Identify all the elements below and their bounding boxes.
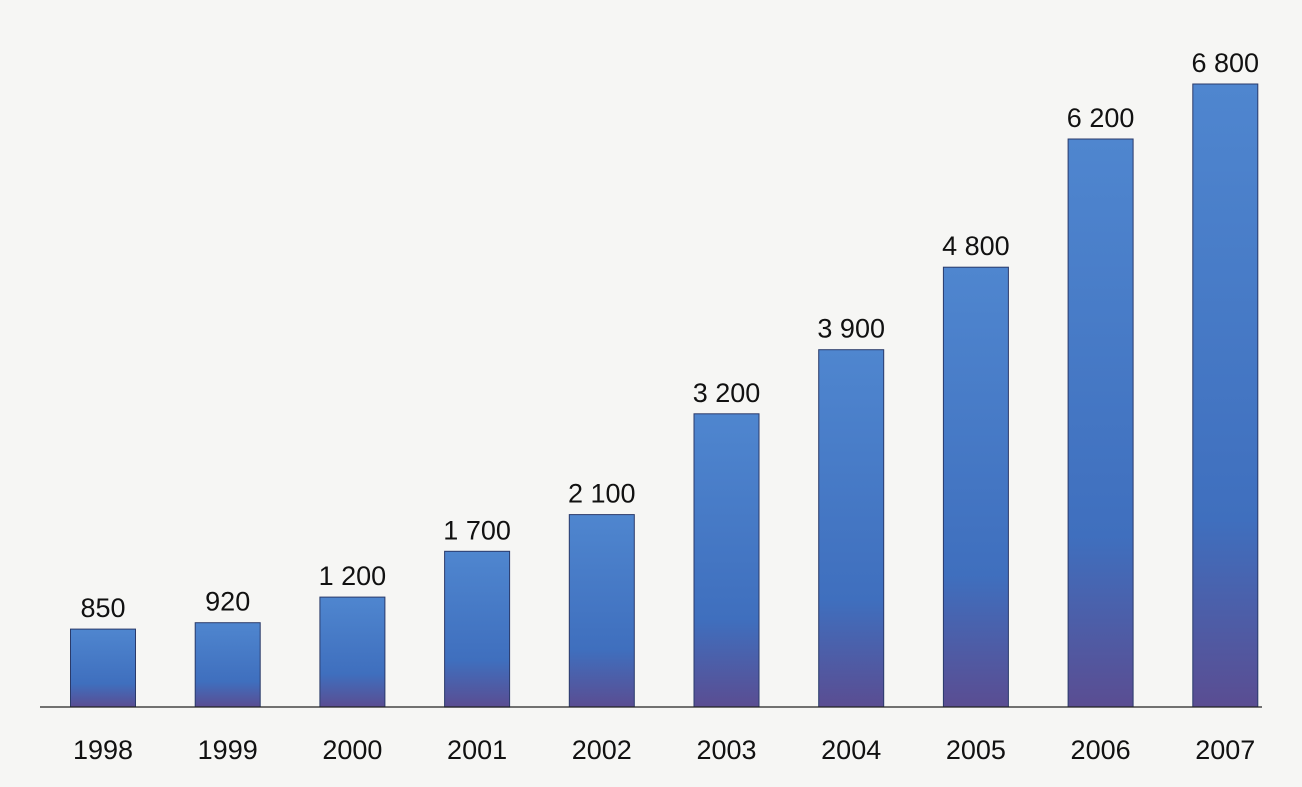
x-tick-label-1998: 1998 bbox=[73, 735, 133, 765]
x-tick-labels-group: 1998 1999 2000 2001 2002 2003 2004 2005 2006 2007 bbox=[73, 735, 1255, 765]
x-tick-label-2007: 2007 bbox=[1195, 735, 1255, 765]
bar-2003 bbox=[693, 413, 760, 708]
x-tick-label-2000: 2000 bbox=[322, 735, 382, 765]
x-tick-label-2001: 2001 bbox=[447, 735, 507, 765]
value-label-2004: 3 900 bbox=[817, 314, 885, 344]
value-label-2001: 1 700 bbox=[443, 515, 511, 545]
x-tick-label-2004: 2004 bbox=[821, 735, 881, 765]
bar-2002 bbox=[568, 514, 635, 708]
bar-2001 bbox=[444, 550, 511, 708]
value-label-2005: 4 800 bbox=[942, 231, 1010, 261]
value-label-1999: 920 bbox=[205, 587, 250, 617]
value-label-2003: 3 200 bbox=[693, 378, 761, 408]
bar-2006 bbox=[1067, 138, 1134, 708]
bar-1998 bbox=[70, 628, 136, 708]
x-tick-label-2003: 2003 bbox=[696, 735, 756, 765]
x-tick-label-2002: 2002 bbox=[572, 735, 632, 765]
bars-group bbox=[70, 83, 1259, 708]
value-label-2007: 6 800 bbox=[1192, 48, 1260, 78]
value-label-2000: 1 200 bbox=[319, 561, 387, 591]
x-tick-label-2005: 2005 bbox=[946, 735, 1006, 765]
value-label-2002: 2 100 bbox=[568, 479, 636, 509]
value-label-1998: 850 bbox=[80, 593, 125, 623]
value-label-2006: 6 200 bbox=[1067, 103, 1135, 133]
x-tick-label-2006: 2006 bbox=[1071, 735, 1131, 765]
value-labels-group: 850 920 1 200 1 700 2 100 3 200 3 900 4 800 6 20… bbox=[80, 48, 1259, 623]
bar-2000 bbox=[319, 596, 386, 708]
bar-2007 bbox=[1192, 83, 1259, 708]
bar-2004 bbox=[818, 349, 885, 708]
x-tick-label-1999: 1999 bbox=[198, 735, 258, 765]
bar-2005 bbox=[942, 266, 1009, 708]
bar-1999 bbox=[194, 622, 261, 708]
